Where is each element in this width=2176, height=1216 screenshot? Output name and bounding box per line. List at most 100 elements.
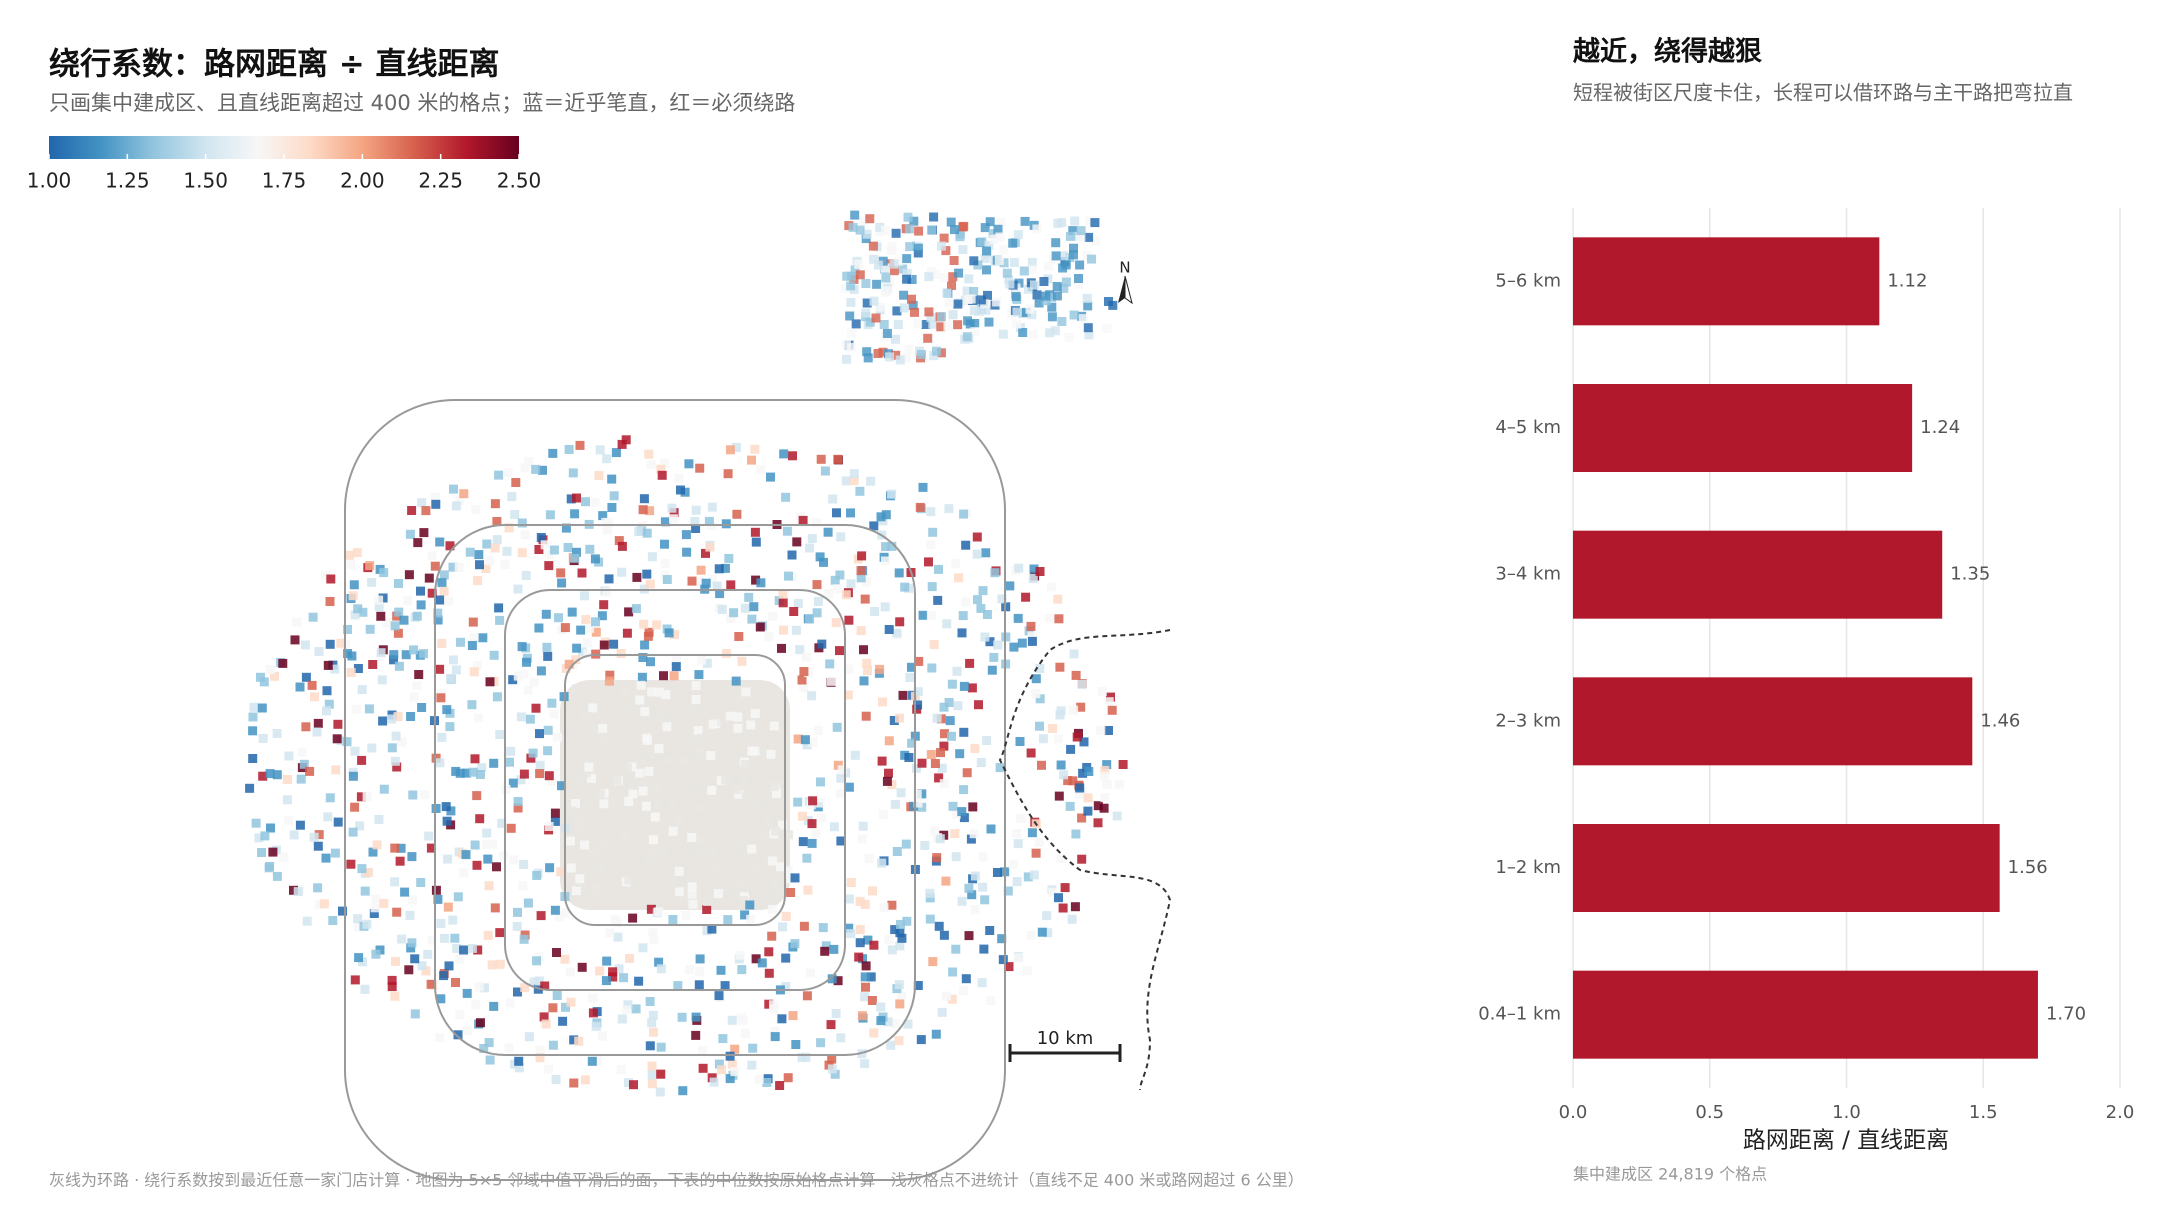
map-cell xyxy=(314,647,324,656)
map-cell xyxy=(1014,563,1024,573)
map-cell xyxy=(864,854,874,864)
map-cell xyxy=(617,1014,627,1024)
map-cell xyxy=(553,732,563,742)
map-cell xyxy=(927,582,937,592)
map-cell xyxy=(1042,911,1052,921)
map-cell xyxy=(985,637,995,647)
map-cell xyxy=(259,677,269,687)
map-cell xyxy=(861,961,871,971)
map-cell xyxy=(908,300,918,310)
map-cell xyxy=(963,316,973,326)
map-cell xyxy=(604,574,614,584)
map-cell xyxy=(1093,818,1103,828)
map-cell xyxy=(933,595,943,605)
map-cell xyxy=(970,327,980,337)
map-cell xyxy=(1063,776,1073,786)
map-cell xyxy=(867,996,877,1005)
north-label: N xyxy=(1119,259,1130,277)
map-cell xyxy=(442,705,452,715)
map-cell xyxy=(599,640,609,650)
map-cell xyxy=(890,925,900,935)
map-cell xyxy=(674,866,684,876)
map-cell xyxy=(733,712,743,722)
map-cell xyxy=(769,782,779,792)
map-cell xyxy=(1041,291,1051,301)
map-cell xyxy=(907,662,916,672)
map-cell xyxy=(950,225,959,235)
map-cell xyxy=(876,512,886,522)
map-cell xyxy=(904,344,914,354)
map-cell xyxy=(568,468,578,478)
map-cell xyxy=(492,862,501,872)
map-cell xyxy=(278,658,288,668)
map-cell xyxy=(550,816,560,826)
map-cell xyxy=(836,836,846,846)
map-cell xyxy=(986,996,996,1005)
map-cell xyxy=(332,734,342,744)
map-cell xyxy=(472,791,482,801)
map-cell xyxy=(721,519,731,529)
map-cell xyxy=(832,722,842,732)
map-cell xyxy=(966,294,976,304)
map-cell xyxy=(474,713,483,723)
map-cell xyxy=(538,465,547,475)
map-cell xyxy=(835,646,844,656)
map-cell xyxy=(936,348,946,358)
map-cell xyxy=(394,579,403,588)
map-cell xyxy=(534,976,544,986)
map-cell xyxy=(647,1018,657,1028)
map-cell xyxy=(996,217,1006,227)
map-cell xyxy=(978,852,988,862)
map-cell xyxy=(454,562,464,572)
map-cell xyxy=(1052,282,1062,291)
map-cell xyxy=(811,828,821,838)
map-cell xyxy=(815,798,825,808)
map-cell xyxy=(1053,594,1063,604)
map-cell xyxy=(952,666,962,676)
map-cell xyxy=(620,688,630,698)
map-cell xyxy=(931,1029,941,1039)
map-cell xyxy=(717,604,727,614)
map-cell xyxy=(970,743,980,753)
map-cell xyxy=(887,541,897,551)
map-cell xyxy=(880,602,890,612)
map-cell xyxy=(413,538,423,548)
map-cell xyxy=(461,768,471,778)
map-cell xyxy=(601,517,611,527)
map-cell xyxy=(779,625,788,635)
map-cell xyxy=(947,679,957,689)
map-cell xyxy=(695,463,705,473)
map-cell xyxy=(348,827,358,837)
map-cell xyxy=(879,903,889,912)
map-cell xyxy=(1004,962,1014,972)
map-cell xyxy=(778,820,787,830)
map-cell xyxy=(869,254,879,264)
map-cell xyxy=(325,597,335,606)
map-cell xyxy=(878,697,888,707)
map-cell xyxy=(323,660,333,670)
map-cell xyxy=(544,561,554,571)
map-cell xyxy=(846,929,856,939)
map-cell xyxy=(735,879,745,889)
map-cell xyxy=(693,787,703,797)
bar xyxy=(1573,970,2038,1059)
map-cell xyxy=(297,747,307,757)
map-cell xyxy=(448,915,458,925)
map-cell xyxy=(857,1011,867,1021)
map-cell xyxy=(1060,883,1070,893)
map-cell xyxy=(1084,232,1094,242)
map-cell xyxy=(703,897,712,906)
value-label: 1.24 xyxy=(1920,417,1960,438)
map-cell xyxy=(376,648,386,658)
map-cell xyxy=(1037,927,1047,937)
map-cell xyxy=(860,594,870,604)
map-cell xyxy=(678,1086,688,1096)
map-cell xyxy=(981,305,991,315)
map-cell xyxy=(468,617,478,627)
map-cell xyxy=(656,1042,666,1052)
map-cell xyxy=(784,830,794,840)
map-cell xyxy=(961,597,971,607)
map-cell xyxy=(595,966,605,976)
map-cell xyxy=(600,733,609,743)
map-cell xyxy=(907,738,917,748)
